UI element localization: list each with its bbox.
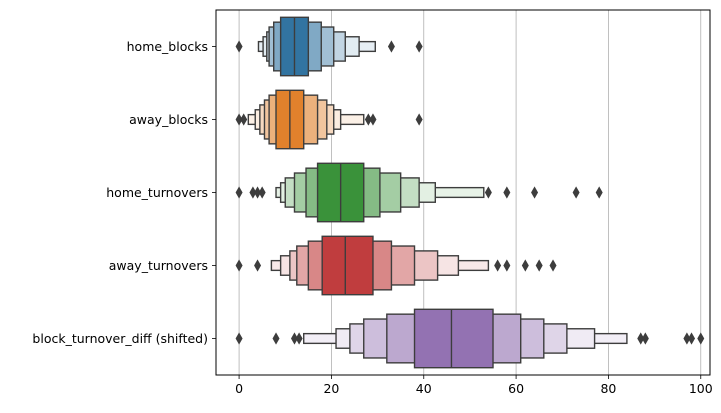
outlier-point — [258, 186, 266, 199]
y-tick-label: away_blocks — [129, 112, 208, 127]
x-tick-label: 80 — [600, 381, 616, 396]
boxen-series-1 — [235, 89, 423, 150]
outlier-point — [415, 40, 423, 53]
boxen-series-3 — [235, 235, 557, 296]
outlier-point — [254, 186, 262, 199]
y-tick-label: away_turnovers — [109, 258, 208, 273]
boxen-series-4 — [235, 308, 705, 369]
outlier-point — [415, 113, 423, 126]
outlier-point — [531, 186, 539, 199]
outlier-point — [683, 332, 691, 345]
outlier-point — [503, 186, 511, 199]
outlier-point — [240, 113, 248, 126]
outlier-point — [494, 259, 502, 272]
y-tick-label: block_turnover_diff (shifted) — [32, 331, 208, 346]
boxen-level-0 — [321, 235, 374, 296]
outlier-point — [364, 113, 372, 126]
boxen-plot-area — [235, 16, 705, 369]
outlier-point — [521, 259, 529, 272]
outlier-point — [235, 332, 243, 345]
y-tick-label: home_blocks — [127, 39, 208, 54]
outlier-point — [249, 186, 257, 199]
outlier-point — [369, 113, 377, 126]
boxen-series-0 — [235, 16, 423, 77]
x-tick-label: 100 — [689, 381, 713, 396]
outlier-point — [572, 186, 580, 199]
boxen-series-2 — [235, 162, 603, 223]
x-tick-label: 40 — [416, 381, 432, 396]
x-tick-label: 60 — [508, 381, 524, 396]
outlier-point — [549, 259, 557, 272]
outlier-point — [235, 259, 243, 272]
outlier-point — [290, 332, 298, 345]
outlier-point — [254, 259, 262, 272]
outlier-point — [535, 259, 543, 272]
outlier-point — [235, 113, 243, 126]
y-tick-label: home_turnovers — [106, 185, 208, 200]
x-tick-label: 0 — [235, 381, 243, 396]
outlier-point — [641, 332, 649, 345]
outlier-point — [235, 40, 243, 53]
outlier-point — [688, 332, 696, 345]
outlier-point — [503, 259, 511, 272]
outlier-point — [697, 332, 705, 345]
outlier-point — [595, 186, 603, 199]
x-tick-label: 20 — [323, 381, 339, 396]
outlier-point — [235, 186, 243, 199]
axes: 0 20 40 60 80 100 home_blocks away_blocks home_t… — [32, 39, 712, 396]
outlier-point — [484, 186, 492, 199]
boxen-level-0 — [413, 308, 494, 369]
outlier-point — [637, 332, 645, 345]
outlier-point — [387, 40, 395, 53]
outlier-point — [295, 332, 303, 345]
outlier-point — [272, 332, 280, 345]
